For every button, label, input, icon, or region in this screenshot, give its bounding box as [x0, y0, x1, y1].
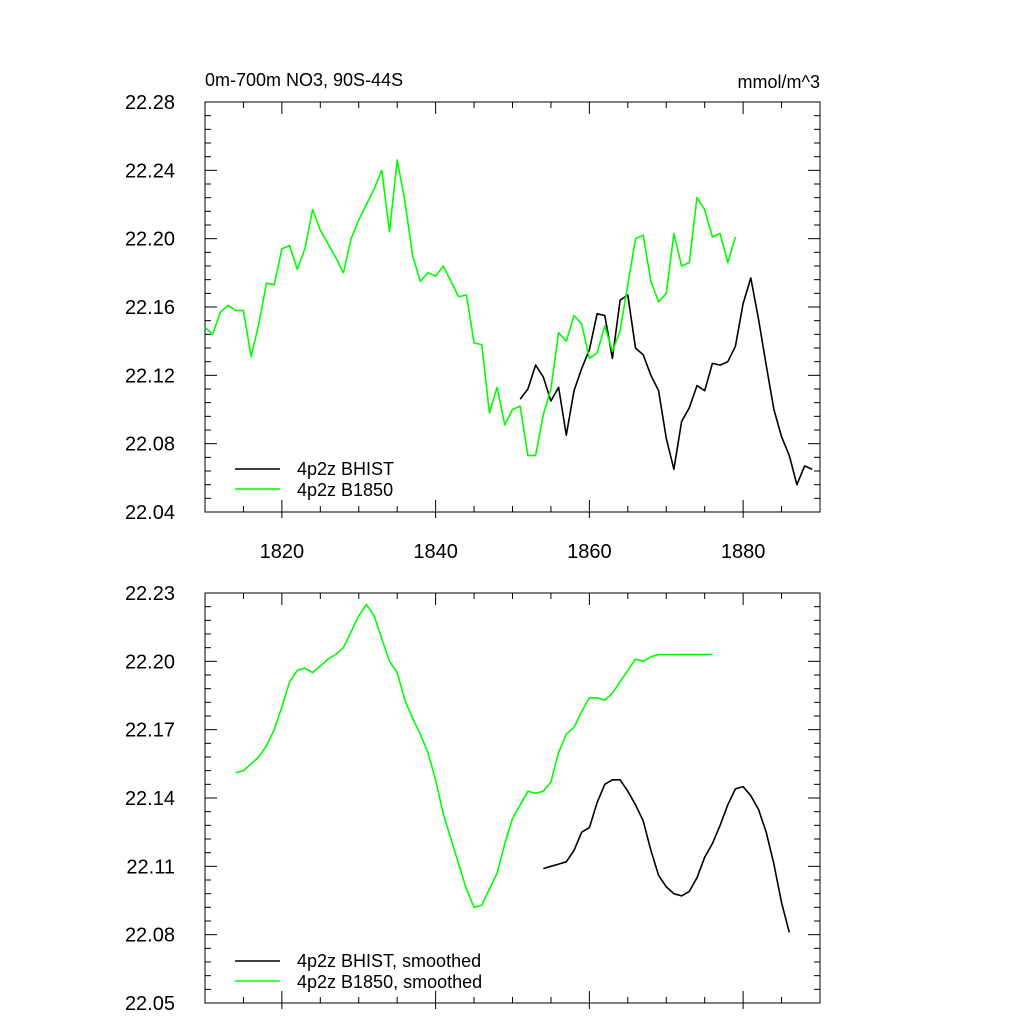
top-chart-title-right: mmol/m^3 [738, 72, 820, 92]
bottom-panel: 22.05 22.08 22.11 22.14 22.17 22.20 22.23 4p2z… [125, 583, 821, 1015]
top-y-tick-label: 22.24 [125, 160, 175, 182]
bottom-y-tick-label: 22.17 [125, 720, 175, 742]
top-x-tick-label: 1880 [721, 541, 766, 563]
bottom-legend: 4p2z BHIST, smoothed 4p2z B1850, smoothe… [235, 951, 482, 992]
top-y-tick-label: 22.20 [125, 229, 175, 251]
top-series-b1850-line [204, 159, 737, 457]
bottom-y-tick-label: 22.20 [125, 651, 175, 673]
top-series-lines [204, 159, 813, 486]
top-plot-frame [204, 101, 821, 513]
bottom-y-tick-label: 22.23 [125, 583, 175, 605]
bottom-plot-frame [204, 592, 821, 1004]
top-y-tick-label: 22.16 [125, 297, 175, 319]
bottom-series-b1850-line [235, 603, 713, 909]
bottom-series-bhist-line [543, 778, 791, 933]
bottom-series-lines [235, 603, 791, 933]
top-panel: 0m-700m NO3, 90S-44S mmol/m^3 22.04 22.08… [125, 70, 821, 563]
bottom-y-tick-label: 22.14 [125, 788, 175, 810]
top-legend: 4p2z BHIST 4p2z B1850 [235, 459, 394, 500]
top-y-tick-label: 22.04 [125, 502, 175, 524]
top-y-tick-label: 22.12 [125, 365, 175, 387]
bottom-legend-label-b1850: 4p2z B1850, smoothed [297, 972, 482, 992]
top-y-tick-label: 22.08 [125, 434, 175, 456]
top-legend-label-b1850: 4p2z B1850 [297, 480, 393, 500]
top-x-tick-label: 1860 [567, 541, 612, 563]
top-y-tick-label: 22.28 [125, 92, 175, 114]
top-legend-label-bhist: 4p2z BHIST [297, 459, 394, 479]
top-axes-ticks [205, 101, 820, 518]
bottom-legend-label-bhist: 4p2z BHIST, smoothed [297, 951, 481, 971]
bottom-axes-ticks [205, 592, 820, 1009]
top-series-bhist-line [519, 277, 813, 486]
bottom-y-tick-label: 22.05 [125, 993, 175, 1015]
top-chart-title-left: 0m-700m NO3, 90S-44S [205, 70, 403, 90]
bottom-y-tick-labels: 22.05 22.08 22.11 22.14 22.17 22.20 22.23 [125, 583, 175, 1015]
top-x-tick-label: 1820 [260, 541, 305, 563]
top-x-tick-labels: 1820 1840 1860 1880 [260, 541, 766, 563]
bottom-y-tick-label: 22.11 [126, 856, 175, 878]
top-x-tick-label: 1840 [413, 541, 458, 563]
bottom-y-tick-label: 22.08 [125, 925, 175, 947]
top-y-tick-labels: 22.04 22.08 22.12 22.16 22.20 22.24 22.28 [125, 92, 175, 524]
